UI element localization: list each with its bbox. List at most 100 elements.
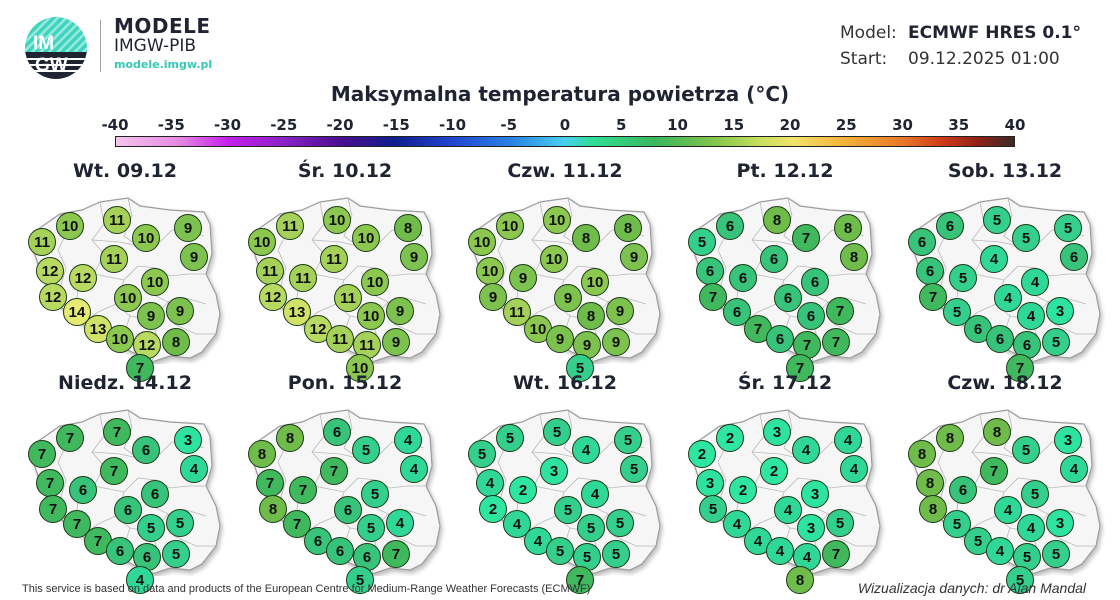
temperature-station-marker: 5 <box>357 514 385 542</box>
model-info: Model: ECMWF HRES 0.1° Start: 09.12.2025 0… <box>840 20 1081 72</box>
imgw-logo: IM GW <box>24 16 88 80</box>
temperature-station-marker: 5 <box>546 537 574 565</box>
colorbar-tick-label: 25 <box>835 116 857 134</box>
temperature-station-marker: 3 <box>1046 297 1074 325</box>
temperature-station-marker: 5 <box>361 480 389 508</box>
temperature-station-marker: 4 <box>1017 302 1045 330</box>
temperature-station-marker: 6 <box>106 537 134 565</box>
panel-day-title: Wt. 16.12 <box>513 372 617 394</box>
colorbar-tick-label: -10 <box>438 116 467 134</box>
temperature-station-marker: 4 <box>476 469 504 497</box>
temperature-station-marker: 5 <box>699 495 727 523</box>
model-label: Model: <box>840 23 897 43</box>
temperature-station-marker: 5 <box>1042 328 1070 356</box>
temperature-station-marker: 11 <box>276 212 304 240</box>
panel-day-title: Niedz. 14.12 <box>58 372 192 394</box>
colorbar <box>115 136 1015 147</box>
colorbar-tick-label: -30 <box>213 116 242 134</box>
temperature-station-marker: 3 <box>763 418 791 446</box>
temperature-station-marker: 7 <box>786 354 814 382</box>
temperature-station-marker: 12 <box>133 331 161 359</box>
temperature-station-marker: 4 <box>394 426 422 454</box>
temperature-station-marker: 7 <box>826 297 854 325</box>
visualization-credit: Wizualizacja danych: dr Alan Mandal <box>857 580 1086 596</box>
temperature-station-marker: 4 <box>1060 455 1088 483</box>
temperature-station-marker: 10 <box>361 268 389 296</box>
brand-block: MODELE IMGW-PIB modele.imgw.pl <box>114 16 212 70</box>
temperature-station-marker: 5 <box>468 440 496 468</box>
colorbar-tick-label: 20 <box>779 116 801 134</box>
panel-day-title: Wt. 09.12 <box>73 160 177 182</box>
temperature-station-marker: 3 <box>801 480 829 508</box>
temperature-station-marker: 8 <box>572 224 600 252</box>
temperature-station-marker: 5 <box>1042 540 1070 568</box>
temperature-station-marker: 9 <box>546 325 574 353</box>
temperature-station-marker: 12 <box>69 264 97 292</box>
colorbar-tick-label: -35 <box>157 116 185 134</box>
temperature-station-marker: 5 <box>602 540 630 568</box>
temperature-station-marker: 5 <box>1006 566 1034 594</box>
panel-day-title: Czw. 18.12 <box>947 372 1063 394</box>
temperature-station-marker: 2 <box>509 476 537 504</box>
temperature-station-marker: 8 <box>763 206 791 234</box>
temperature-station-marker: 7 <box>36 469 64 497</box>
temperature-station-marker: 4 <box>774 496 802 524</box>
temperature-station-marker: 8 <box>276 424 304 452</box>
brand-url-link[interactable]: modele.imgw.pl <box>114 58 213 71</box>
temperature-station-marker: 2 <box>760 457 788 485</box>
panel-day-title: Czw. 11.12 <box>507 160 623 182</box>
temperature-station-marker: 4 <box>994 284 1022 312</box>
temperature-station-marker: 8 <box>936 424 964 452</box>
temperature-station-marker: 4 <box>986 537 1014 565</box>
temperature-station-marker: 4 <box>180 455 208 483</box>
temperature-station-marker: 11 <box>334 284 362 312</box>
temperature-station-marker: 5 <box>352 436 380 464</box>
temperature-station-marker: 9 <box>174 214 202 242</box>
colorbar-tick-label: 40 <box>1004 116 1026 134</box>
temperature-station-marker: 7 <box>39 495 67 523</box>
logo-divider <box>100 20 101 72</box>
chart-title: Maksymalna temperatura powietrza (°C) <box>330 82 790 106</box>
panel-day-title: Śr. 17.12 <box>737 372 833 394</box>
colorbar-tick-label: -40 <box>101 116 129 134</box>
temperature-station-marker: 3 <box>174 426 202 454</box>
temperature-station-marker: 6 <box>801 268 829 296</box>
temperature-station-marker: 10 <box>496 212 524 240</box>
colorbar-tick-label: 15 <box>723 116 745 134</box>
temperature-station-marker: 9 <box>166 297 194 325</box>
poland-map: 11 10 11 10 9 9 12 12 11 10 12 10 14 9 9 13 10 12 8 7 <box>20 184 230 382</box>
temperature-station-marker: 9 <box>180 243 208 271</box>
temperature-station-marker: 5 <box>566 354 594 382</box>
temperature-station-marker: 8 <box>916 469 944 497</box>
temperature-station-marker: 8 <box>983 418 1011 446</box>
temperature-station-marker: 11 <box>289 264 317 292</box>
temperature-station-marker: 9 <box>400 243 428 271</box>
temperature-station-marker: 5 <box>577 514 605 542</box>
temperature-station-marker: 5 <box>554 496 582 524</box>
temperature-station-marker: 6 <box>132 436 160 464</box>
temperature-station-marker: 3 <box>540 457 568 485</box>
temperature-station-marker: 10 <box>323 206 351 234</box>
colorbar-tick-label: 0 <box>559 116 571 134</box>
temperature-station-marker: 7 <box>1006 354 1034 382</box>
temperature-station-marker: 10 <box>476 257 504 285</box>
temperature-station-marker: 7 <box>699 283 727 311</box>
temperature-station-marker: 6 <box>908 228 936 256</box>
temperature-station-marker: 7 <box>382 540 410 568</box>
temperature-station-marker: 7 <box>919 283 947 311</box>
temperature-station-marker: 4 <box>980 245 1008 273</box>
temperature-station-marker: 5 <box>137 514 165 542</box>
temperature-station-marker: 11 <box>28 228 56 256</box>
temperature-station-marker: 10 <box>357 302 385 330</box>
temperature-station-marker: 6 <box>334 496 362 524</box>
temperature-station-marker: 5 <box>346 566 374 594</box>
temperature-station-marker: 6 <box>1060 243 1088 271</box>
temperature-station-marker: 7 <box>792 224 820 252</box>
temperature-station-marker: 6 <box>774 284 802 312</box>
